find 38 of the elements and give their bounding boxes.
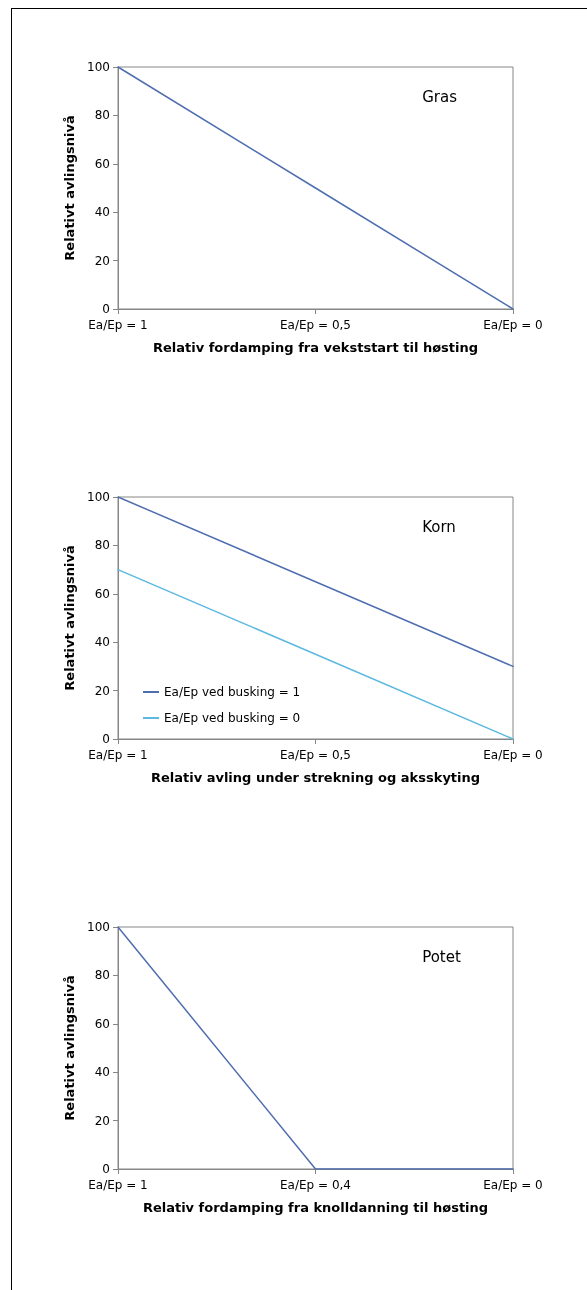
y-axis-title: Relativt avlingsnivå bbox=[62, 545, 78, 691]
y-tick-label: 80 bbox=[94, 968, 110, 983]
x-axis-title: Relativ avling under strekning og aksskyting bbox=[150, 769, 481, 785]
x-tick-label: Ea/Ep = 0 bbox=[483, 1178, 543, 1192]
y-tick-label: 0 bbox=[102, 732, 110, 746]
y-axis-title: Relativt avlingsnivå bbox=[62, 115, 78, 261]
y-tick-label: 0 bbox=[102, 302, 110, 316]
x-tick-label: Ea/Ep = 0,5 bbox=[280, 748, 351, 762]
y-axis-title: Relativt avlingsnivå bbox=[62, 975, 78, 1121]
x-tick-label: Ea/Ep = 1 bbox=[88, 748, 148, 762]
legend-label: Ea/Ep ved busking = 1 bbox=[164, 685, 301, 699]
x-tick-label: Ea/Ep = 1 bbox=[88, 1178, 148, 1192]
annotation: Korn bbox=[422, 517, 456, 536]
y-tick-label: 100 bbox=[87, 490, 110, 504]
y-tick-label: 20 bbox=[94, 253, 110, 268]
y-tick-label: 100 bbox=[87, 60, 110, 74]
x-tick-label: Ea/Ep = 1 bbox=[88, 318, 148, 332]
x-tick-label: Ea/Ep = 0 bbox=[483, 318, 543, 332]
y-tick-label: 100 bbox=[87, 920, 110, 934]
y-tick-label: 40 bbox=[94, 635, 110, 650]
y-tick-label: 20 bbox=[94, 683, 110, 698]
x-tick-label: Ea/Ep = 0,4 bbox=[280, 1178, 351, 1192]
x-axis-title: Relativ fordamping fra vekststart til høsting bbox=[152, 339, 479, 355]
annotation: Potet bbox=[422, 947, 461, 966]
y-tick-label: 80 bbox=[94, 538, 110, 553]
y-tick-label: 60 bbox=[94, 1016, 110, 1031]
annotation: Gras bbox=[422, 87, 458, 106]
y-tick-label: 40 bbox=[94, 205, 110, 220]
legend-label: Ea/Ep ved busking = 0 bbox=[164, 711, 301, 725]
y-tick-label: 80 bbox=[94, 108, 110, 123]
x-axis-title: Relativ fordamping fra knolldanning til høsting bbox=[142, 1199, 489, 1215]
y-tick-label: 20 bbox=[94, 1113, 110, 1128]
y-tick-label: 60 bbox=[94, 586, 110, 601]
y-tick-label: 40 bbox=[94, 1065, 110, 1080]
y-tick-label: 60 bbox=[94, 156, 110, 171]
x-tick-label: Ea/Ep = 0 bbox=[483, 748, 543, 762]
x-tick-label: Ea/Ep = 0,5 bbox=[280, 318, 351, 332]
y-tick-label: 0 bbox=[102, 1162, 110, 1176]
